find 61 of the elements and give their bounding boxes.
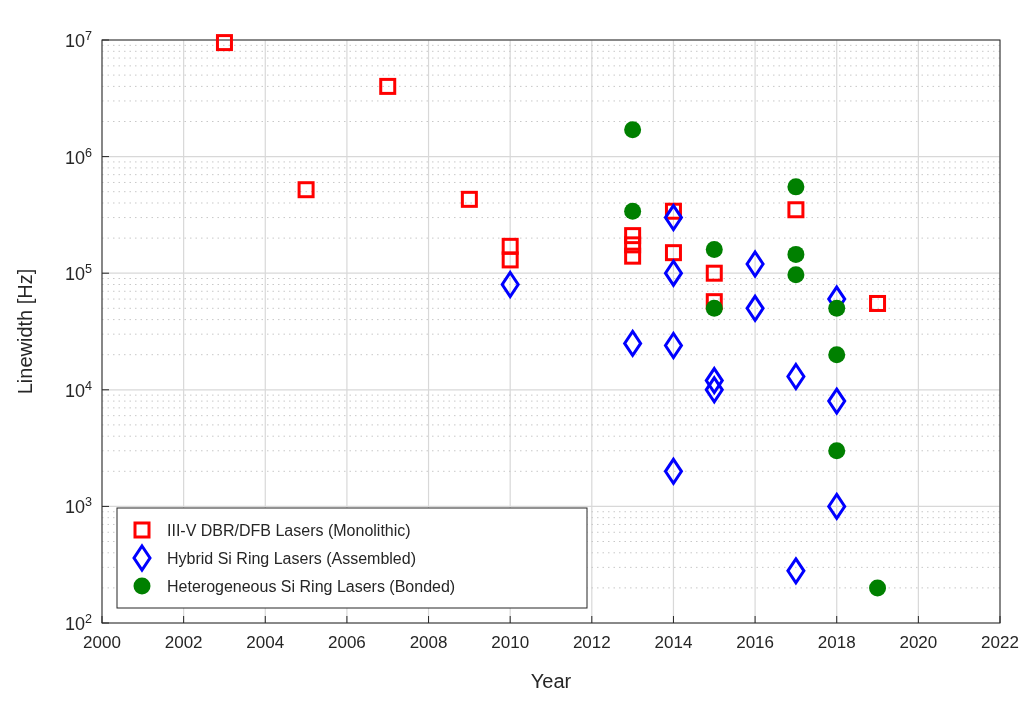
point <box>828 299 846 317</box>
point <box>786 363 806 391</box>
point <box>704 367 724 395</box>
point <box>500 271 520 298</box>
point <box>663 259 683 287</box>
x-tick-label: 2000 <box>83 633 121 652</box>
point <box>745 294 765 322</box>
legend-label: III-V DBR/DFB Lasers (Monolithic) <box>167 522 411 539</box>
point <box>827 387 847 415</box>
point <box>827 492 847 520</box>
point <box>663 331 683 359</box>
legend-label: Heterogeneous Si Ring Lasers (Bonded) <box>167 578 456 595</box>
point <box>663 204 683 232</box>
point <box>786 557 806 585</box>
point <box>745 250 765 278</box>
y-tick-label: 10$^{3}$ <box>64 495 92 518</box>
point <box>705 240 723 258</box>
x-tick-label: 2022 <box>981 633 1019 652</box>
point <box>624 247 642 265</box>
point <box>828 346 846 364</box>
x-tick-label: 2004 <box>246 633 285 652</box>
point <box>705 264 723 282</box>
point <box>787 245 805 263</box>
y-axis-title: Linewidth [Hz] <box>14 268 36 395</box>
y-tick-label: 10$^{2}$ <box>64 612 92 634</box>
x-tick-label: 2008 <box>409 633 448 652</box>
point <box>664 244 682 262</box>
point <box>297 181 315 199</box>
x-tick-label: 2002 <box>164 633 203 652</box>
point <box>215 34 233 52</box>
x-tick-label: 2020 <box>899 633 938 652</box>
point <box>501 251 519 269</box>
point <box>460 190 478 208</box>
point <box>624 202 642 220</box>
point <box>379 77 397 95</box>
y-tick-label: 10$^{7}$ <box>64 29 92 51</box>
x-tick-label: 2014 <box>654 633 693 652</box>
point <box>663 457 683 485</box>
point <box>787 266 805 284</box>
x-tick-label: 2018 <box>817 633 856 652</box>
point <box>705 299 723 317</box>
legend-label: Hybrid Si Ring Lasers (Assembled) <box>167 550 416 567</box>
x-tick-label: 2010 <box>491 633 530 652</box>
point <box>787 178 805 196</box>
y-tick-label: 10$^{6}$ <box>64 145 92 168</box>
point <box>624 227 642 245</box>
point <box>624 121 642 139</box>
point <box>624 236 642 254</box>
x-tick-label: 2012 <box>572 633 611 652</box>
point <box>787 201 805 219</box>
point <box>828 442 846 460</box>
point <box>704 376 724 404</box>
y-tick-label: 10$^{4}$ <box>64 378 92 401</box>
point <box>501 237 519 255</box>
point <box>869 294 887 312</box>
x-tick-label: 2006 <box>328 633 366 652</box>
x-axis-title: Year <box>530 670 572 692</box>
point <box>623 329 643 357</box>
y-tick-label: 10$^{5}$ <box>64 262 92 285</box>
point <box>869 579 887 597</box>
x-tick-label: 2016 <box>736 633 774 652</box>
